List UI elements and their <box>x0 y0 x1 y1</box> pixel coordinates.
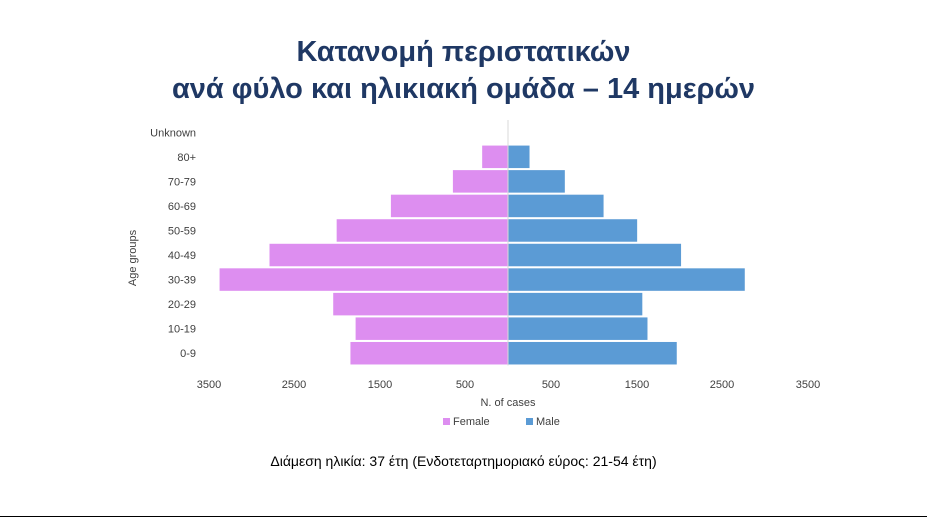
y-tick-label: 10-19 <box>168 324 196 336</box>
male-bar-80+ <box>508 145 530 169</box>
y-tick-label: 40-49 <box>168 250 196 262</box>
female-bar-60-69 <box>390 194 508 218</box>
x-tick-label: 500 <box>542 379 560 391</box>
y-tick-label: 0-9 <box>180 348 196 360</box>
x-tick-label: 500 <box>456 379 474 391</box>
female-bar-10-19 <box>355 317 508 340</box>
y-tick-label: 70-79 <box>168 176 196 188</box>
male-bar-60-69 <box>508 194 604 218</box>
x-tick-label: 1500 <box>368 379 392 391</box>
male-bar-30-39 <box>508 268 745 291</box>
y-tick-label: Unknown <box>150 127 196 139</box>
female-bar-0-9 <box>350 341 508 365</box>
female-bar-30-39 <box>219 268 508 291</box>
bottom-divider <box>0 516 927 517</box>
x-tick-label: 3500 <box>197 379 221 391</box>
female-bar-70-79 <box>452 170 508 193</box>
y-axis-label: Age groups <box>127 229 139 286</box>
male-bar-50-59 <box>508 219 638 242</box>
legend-swatch-female <box>443 418 450 425</box>
x-tick-label: 3500 <box>796 379 820 391</box>
female-bar-80+ <box>482 145 508 169</box>
female-bar-20-29 <box>333 292 508 316</box>
male-bar-0-9 <box>508 341 677 365</box>
male-bar-20-29 <box>508 292 643 316</box>
x-tick-label: 1500 <box>625 379 649 391</box>
x-tick-label: 2500 <box>710 379 734 391</box>
y-tick-label: 60-69 <box>168 201 196 213</box>
female-bar-50-59 <box>336 219 508 242</box>
male-bar-40-49 <box>508 243 682 267</box>
chart-title-line-1: Κατανομή περιστατικών <box>296 36 631 68</box>
y-tick-label: 50-59 <box>168 225 196 237</box>
legend-label-female: Female <box>453 416 490 428</box>
female-bar-40-49 <box>269 243 508 267</box>
x-axis-label: N. of cases <box>480 397 536 409</box>
legend-swatch-male <box>526 418 533 425</box>
median-age-caption: Διάμεση ηλικία: 37 έτη (Ενδοτεταρτημορια… <box>270 453 657 469</box>
legend: Female Male <box>443 416 560 428</box>
population-pyramid-chart: 0-9 10-19 20-29 30-39 40-49 50-59 60-69 70-79 80… <box>127 120 820 428</box>
y-tick-label: 30-39 <box>168 275 196 287</box>
male-bar-10-19 <box>508 317 648 340</box>
chart-title-line-2: ανά φύλο και ηλικιακή ομάδα – 14 ημερών <box>171 73 756 105</box>
y-tick-label: 20-29 <box>168 299 196 311</box>
legend-label-male: Male <box>536 416 560 428</box>
x-tick-label: 2500 <box>282 379 306 391</box>
y-tick-label: 80+ <box>177 152 196 164</box>
male-bar-70-79 <box>508 170 565 193</box>
